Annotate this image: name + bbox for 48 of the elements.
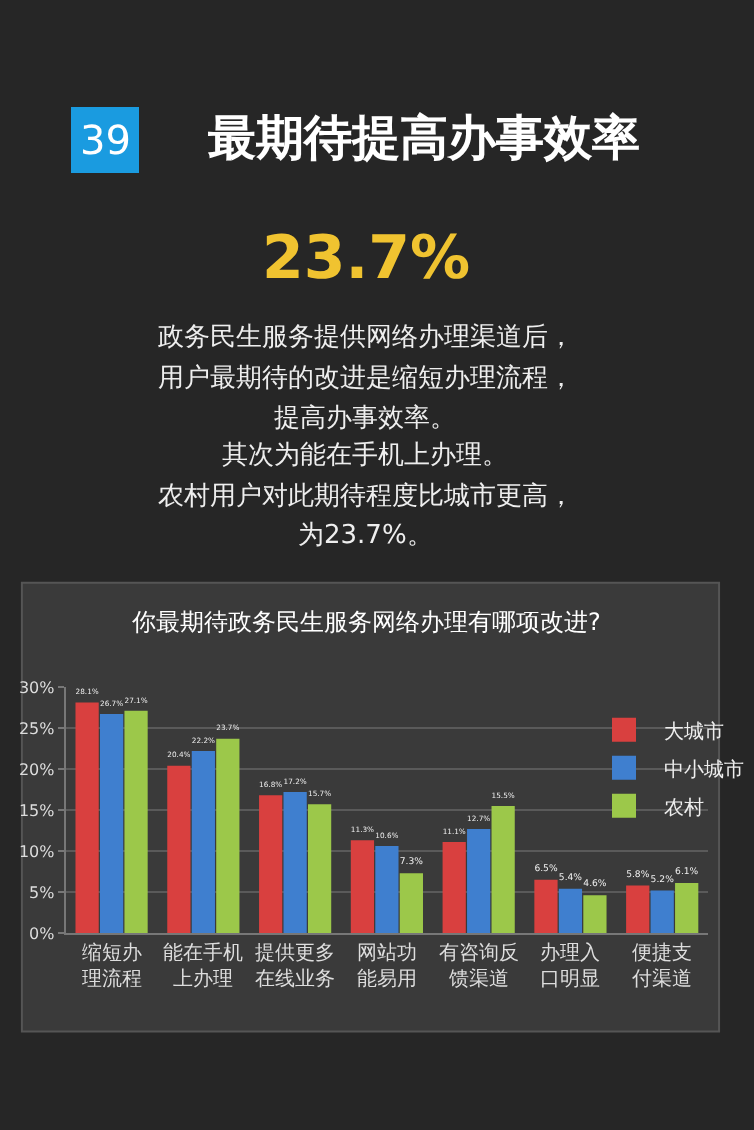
y-tick-label: 20% <box>18 760 56 779</box>
text: 农村用户对此期待程度比城市更高， <box>158 480 574 512</box>
text: 用户最期待的改进是缩短办理流程， <box>158 362 574 394</box>
bar <box>124 710 148 934</box>
legend-label: 大城市 <box>664 719 724 744</box>
y-tick-label: 30% <box>18 678 56 697</box>
x-tick-label: 能在手机上办理 <box>163 941 244 992</box>
bar <box>534 879 558 934</box>
bar <box>350 840 375 934</box>
bar <box>442 842 466 934</box>
bar <box>75 702 99 934</box>
bar <box>626 885 650 934</box>
bar <box>558 888 583 934</box>
y-tick-label: 0% <box>29 924 56 943</box>
x-tick-label: 便捷支付渠道 <box>632 941 693 992</box>
y-tick-label: 15% <box>18 801 56 820</box>
x-tick-label: 缩短办理流程 <box>81 941 142 992</box>
bar <box>216 738 240 934</box>
bar <box>467 828 491 934</box>
bar <box>675 883 699 934</box>
bar <box>99 714 124 934</box>
chart-title: 你最期待政务民生服务网络办理有哪项改进? <box>130 608 601 636</box>
bar <box>283 791 307 934</box>
bar <box>650 890 674 934</box>
bar <box>583 895 607 934</box>
bar <box>191 750 215 934</box>
y-tick-label: 25% <box>18 719 56 738</box>
text: 政务民生服务提供网络办理渠道后， <box>158 323 574 353</box>
legend-label: 农村 <box>664 795 704 820</box>
bar <box>491 805 515 934</box>
text: 最期待提高办事效率 <box>206 110 640 166</box>
bar <box>399 873 423 934</box>
text: 23.7% <box>262 224 471 294</box>
bar <box>259 795 283 934</box>
text: 39 <box>80 116 131 164</box>
bar <box>375 846 399 934</box>
text: 其次为能在手机上办理。 <box>222 441 508 471</box>
x-tick-label: 有咨询反馈渠道 <box>438 941 519 992</box>
x-tick-label: 提供更多在线业务 <box>255 941 336 992</box>
x-tick-label: 网站功能易用 <box>356 941 417 992</box>
x-tick-label: 办理入口明显 <box>540 941 601 992</box>
text: 提高办事效率。 <box>274 402 456 434</box>
legend-label: 中小城市 <box>664 757 744 782</box>
y-tick-label: 10% <box>18 842 56 861</box>
bar <box>167 765 191 934</box>
y-tick-label: 5% <box>29 883 56 902</box>
bar <box>307 804 332 934</box>
text: 为23.7%。 <box>298 521 433 551</box>
